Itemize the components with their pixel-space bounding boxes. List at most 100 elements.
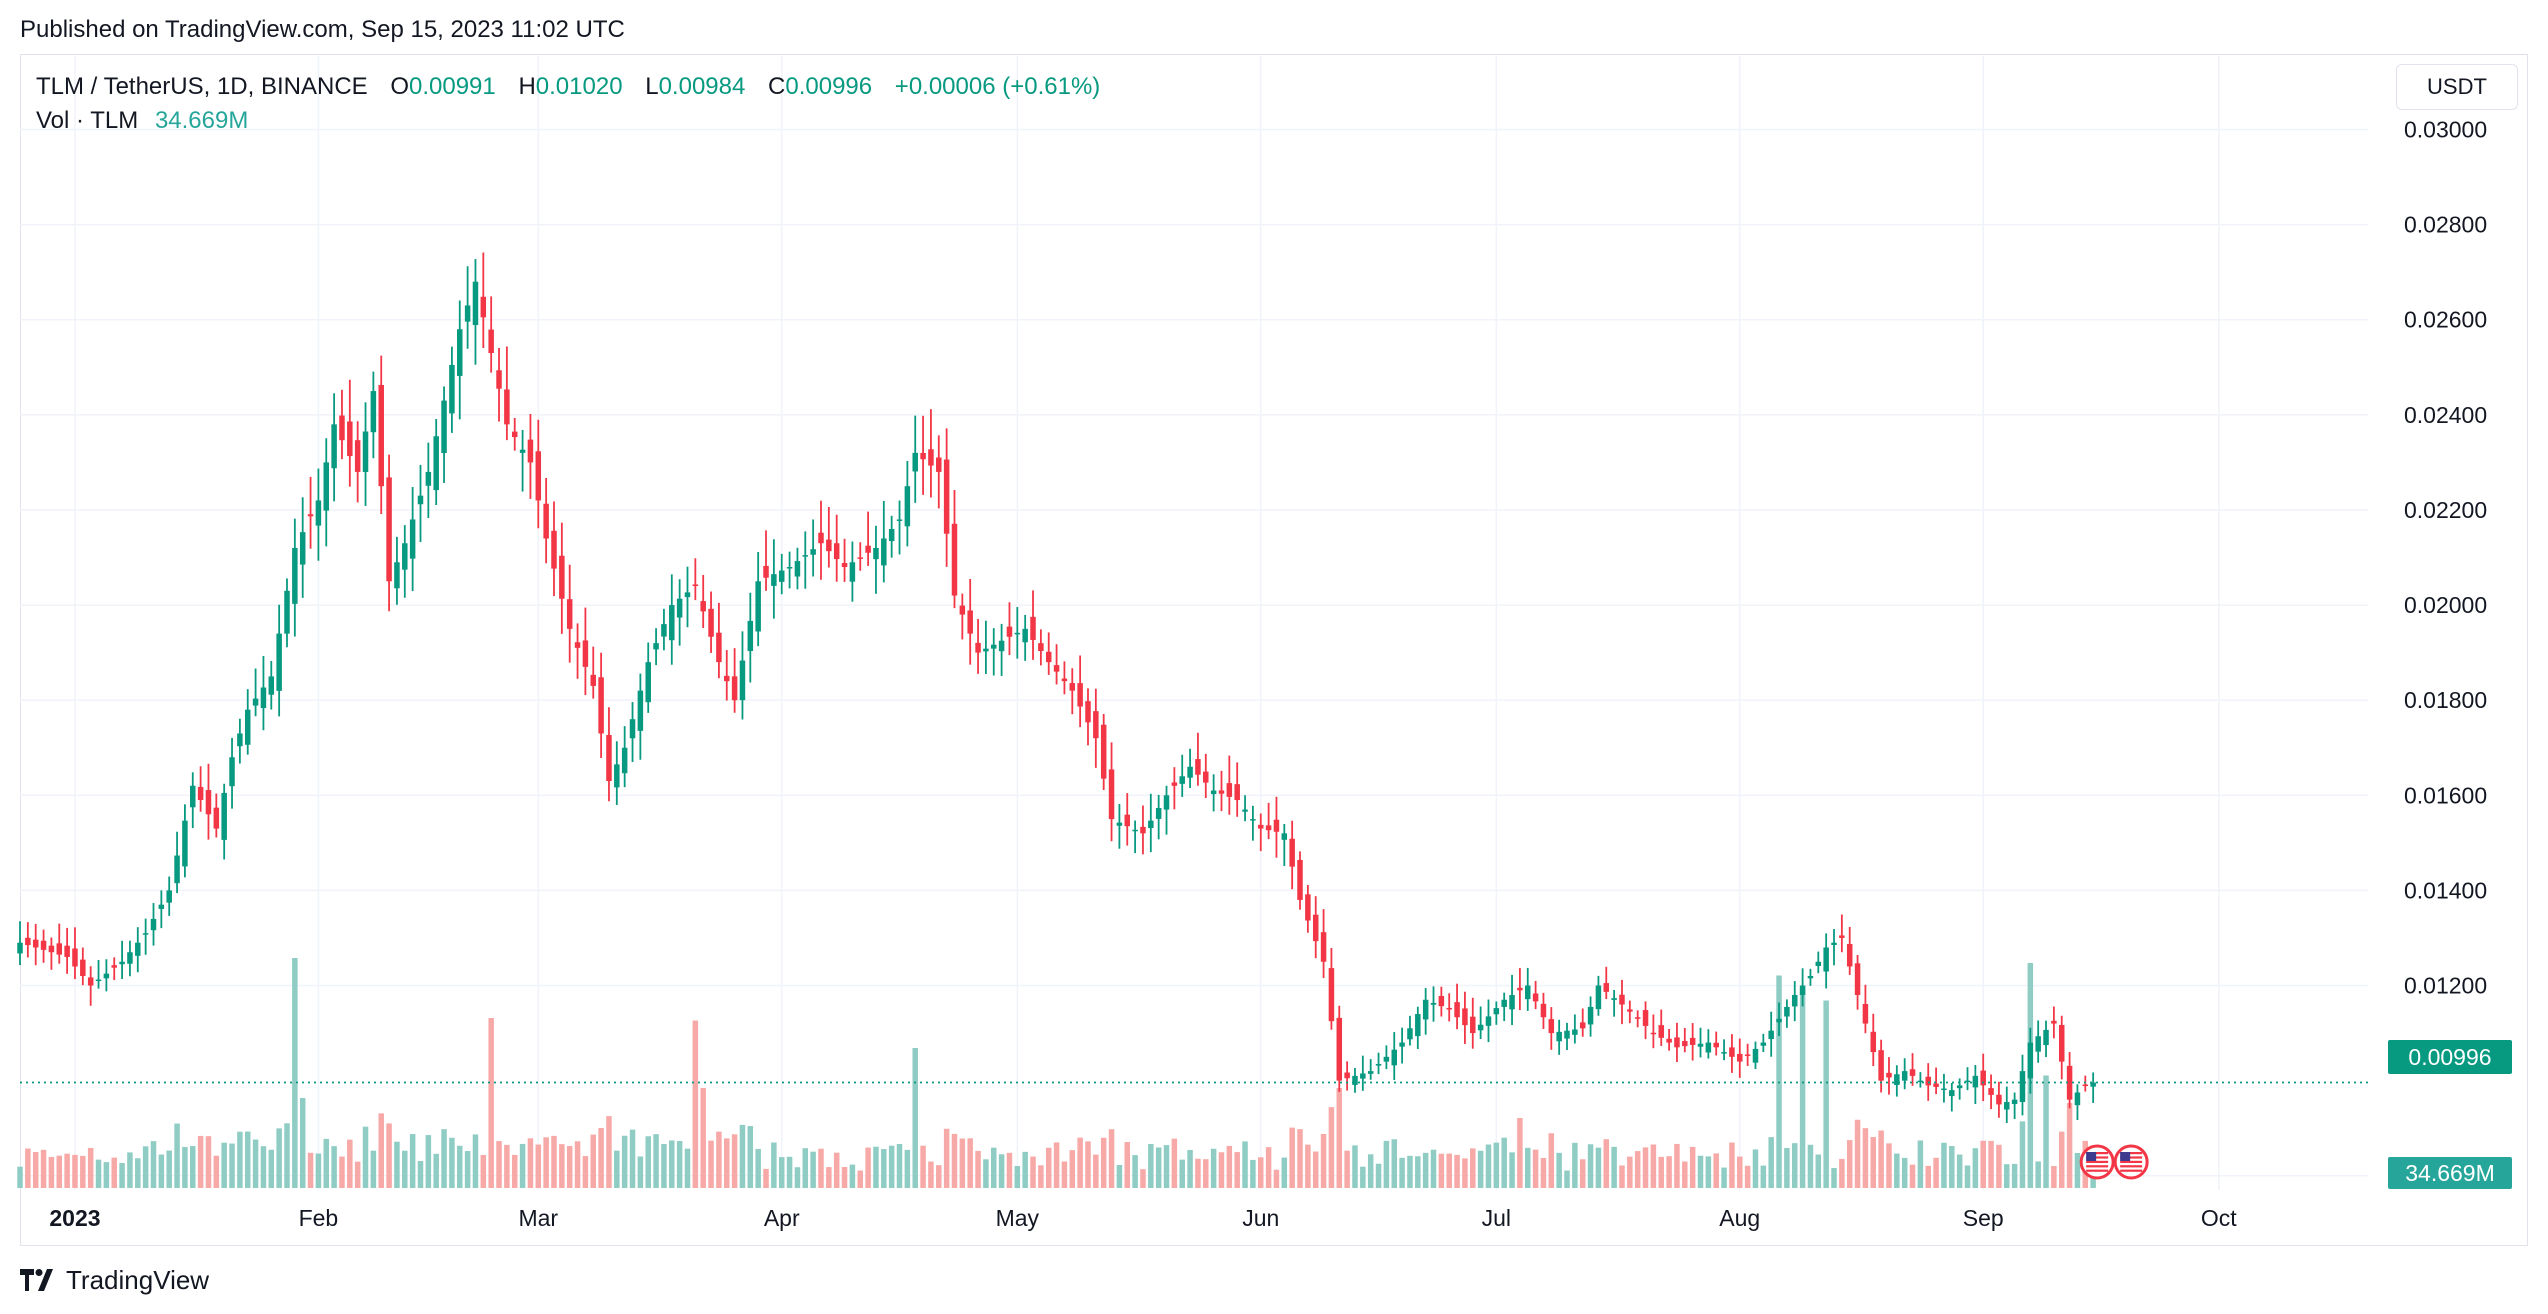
volume-bar [1210,1148,1217,1188]
volume-bar [1548,1133,1555,1188]
candle-body [1242,809,1248,812]
candle-body [1956,1085,1963,1089]
candle-body [1854,963,1861,996]
volume-bar [1045,1147,1052,1188]
candle-body [1093,711,1099,739]
candle-body [684,592,691,598]
candle-body [1383,1056,1390,1062]
candle-body [174,855,180,884]
candle-body [72,948,78,967]
candle-body [865,545,871,553]
volume-bar [1627,1156,1633,1188]
volume-bar [1218,1152,1225,1188]
candle-body [1493,1008,1500,1015]
volume-bar [606,1116,612,1188]
chart-frame[interactable] [20,54,2528,1246]
candle-body [731,676,738,701]
candle-body [1752,1048,1759,1063]
candle-body [1972,1075,1979,1088]
symbol-label[interactable]: TLM / TetherUS, 1D, BINANCE [36,73,368,100]
candle-body [2027,1042,2034,1079]
volume-bar [1407,1155,1413,1188]
candle-body [888,528,895,542]
volume-bar [614,1150,620,1188]
candle-body [1462,1008,1468,1026]
candle-body [1925,1076,1931,1086]
time-tick-label: 2023 [49,1205,100,1231]
volume-bar [2066,1102,2073,1188]
volume-bar [135,1158,141,1188]
volume-bar [457,1145,463,1188]
volume-bar [1964,1165,1971,1188]
low-label: L [645,73,659,100]
candle-body [1548,1019,1555,1034]
volume-bar [1053,1142,1060,1188]
time-tick-label: Mar [518,1205,558,1231]
volume-bar [1061,1161,1068,1188]
candle-body [873,548,879,560]
volume-bar [111,1157,117,1188]
tradingview-logo-icon [20,1269,53,1291]
flag-stripe [2086,1165,2109,1168]
candle-body [221,792,227,840]
volume-bar [1399,1157,1405,1188]
volume-bar [1265,1147,1272,1188]
volume-bar [1705,1156,1712,1188]
candle-body [1611,998,1617,1000]
volume-bar [504,1144,510,1188]
candle-body [1705,1042,1712,1053]
candle-body [425,471,432,486]
candle-body [347,421,353,457]
volume-bar [1485,1144,1492,1188]
volume-bar [64,1153,70,1188]
candle-body [1415,1014,1421,1037]
candle-body [40,940,47,950]
volume-bar [1894,1153,1900,1188]
candle-body [818,532,824,544]
footer-brand[interactable]: TradingView [20,1264,209,1296]
volume-bar [1446,1153,1452,1188]
flag-canton [2120,1152,2131,1161]
volume-bar [1415,1156,1421,1188]
volume-bar [1281,1157,1288,1188]
volume-bar [1799,988,1806,1188]
volume-bar [1179,1159,1185,1188]
volume-bar [87,1147,94,1188]
candle-body [1776,1018,1782,1023]
candle-body [1053,665,1060,672]
currency-selector[interactable]: USDT [2396,64,2518,110]
candle-body [56,943,63,955]
candle-body [1179,776,1185,784]
candle-body [25,937,31,946]
volume-bar [1532,1149,1539,1188]
candle-body [32,939,39,948]
candle-body [1862,1003,1869,1024]
flag-stripe [2086,1152,2109,1155]
candle-body [1061,678,1068,682]
candle-body [574,642,581,648]
candle-body [543,503,549,539]
volume-bar [1988,1140,1994,1188]
volume-bar [166,1150,172,1188]
volume-bar [362,1126,369,1188]
candle-body [1870,1031,1877,1053]
time-tick-label: Oct [2201,1205,2237,1231]
volume-bar [150,1141,157,1188]
time-tick-label: Jul [1482,1205,1511,1231]
volume-bar [394,1141,400,1188]
candle-body [111,965,117,968]
volume-bar [1328,1107,1335,1188]
price-tick-label: 0.03000 [2404,117,2487,143]
candle-body [1682,1041,1688,1047]
candle-body [991,644,997,649]
candle-body [1454,1002,1460,1018]
volume-bar [1493,1142,1500,1188]
volume-bar [2074,1152,2081,1188]
candle-body [276,633,282,691]
volume-bar [582,1156,589,1188]
candle-body [1729,1047,1735,1057]
volume-bar [441,1129,447,1188]
candle-body [95,979,102,982]
candle-body [1305,894,1311,921]
